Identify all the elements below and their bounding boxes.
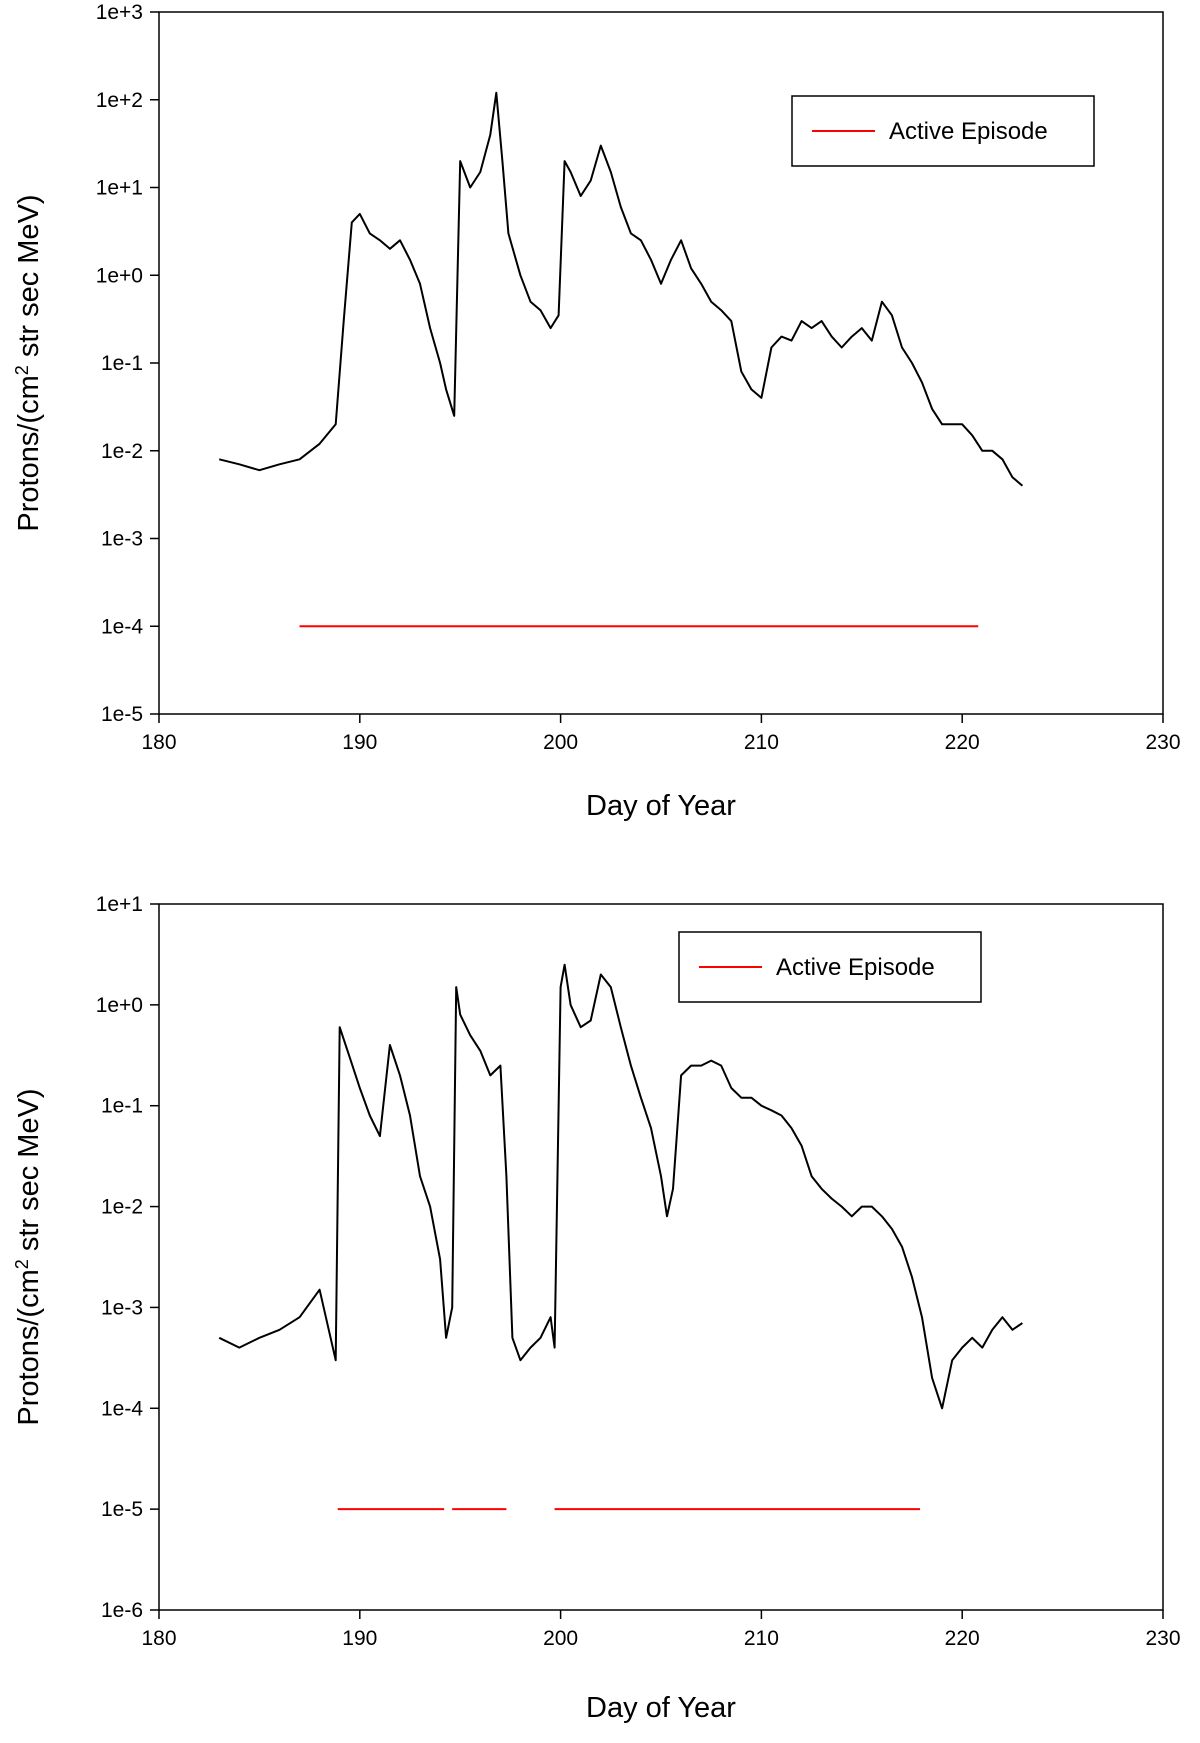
y-axis-title: Protons/(cm2 str sec MeV) [12,1088,45,1425]
x-tick-label: 190 [342,731,377,754]
y-tick-label: 1e-5 [101,1498,143,1521]
legend-label: Active Episode [776,954,935,981]
y-tick-label: 1e-4 [101,615,143,638]
y-tick-label: 1e+0 [96,264,143,287]
y-tick-label: 1e-4 [101,1397,143,1420]
x-tick-label: 230 [1145,731,1180,754]
proton-flux-line [218,963,1023,1410]
chart-panel-1: 1e-5 1e-4 1e-3 1e-2 1e-1 1e+0 1e+1 1e+2 1e+3 180 1… [12,1,1181,822]
x-axis-title: Day of Year [586,790,736,822]
proton-flux-line [218,91,1024,487]
x-tick-label: 180 [141,1627,176,1650]
y-axis-title: Protons/(cm2 str sec MeV) [12,194,45,531]
x-tick-label: 190 [342,1627,377,1650]
y-tick-label: 1e-3 [101,1296,143,1319]
y-tick-label: 1e-2 [101,440,143,463]
x-tick-label: 200 [543,731,578,754]
y-tick-label: 1e-1 [101,1095,143,1118]
x-tick-label: 230 [1145,1627,1180,1650]
y-tick-label: 1e-1 [101,352,143,375]
y-tick-label: 1e-5 [101,703,143,726]
y-tick-label: 1e+1 [96,893,143,916]
x-tick-label: 220 [945,1627,980,1650]
y-tick-label: 1e+2 [96,89,143,112]
chart-panel-2: 1e-6 1e-5 1e-4 1e-3 1e-2 1e-1 1e+0 1e+1 180 190 20… [12,893,1181,1724]
y-tick-label: 1e-2 [101,1196,143,1219]
y-tick-label: 1e+1 [96,177,143,200]
x-tick-label: 210 [744,731,779,754]
y-tick-label: 1e-6 [101,1599,143,1622]
y-tick-label: 1e+0 [96,994,143,1017]
legend-label: Active Episode [889,118,1048,145]
x-tick-label: 180 [141,731,176,754]
x-tick-label: 200 [543,1627,578,1650]
plot-frame [158,903,1164,1611]
x-tick-label: 210 [744,1627,779,1650]
y-tick-label: 1e+3 [96,1,143,24]
x-axis-title: Day of Year [586,1692,736,1724]
y-tick-label: 1e-3 [101,528,143,551]
x-tick-label: 220 [945,731,980,754]
